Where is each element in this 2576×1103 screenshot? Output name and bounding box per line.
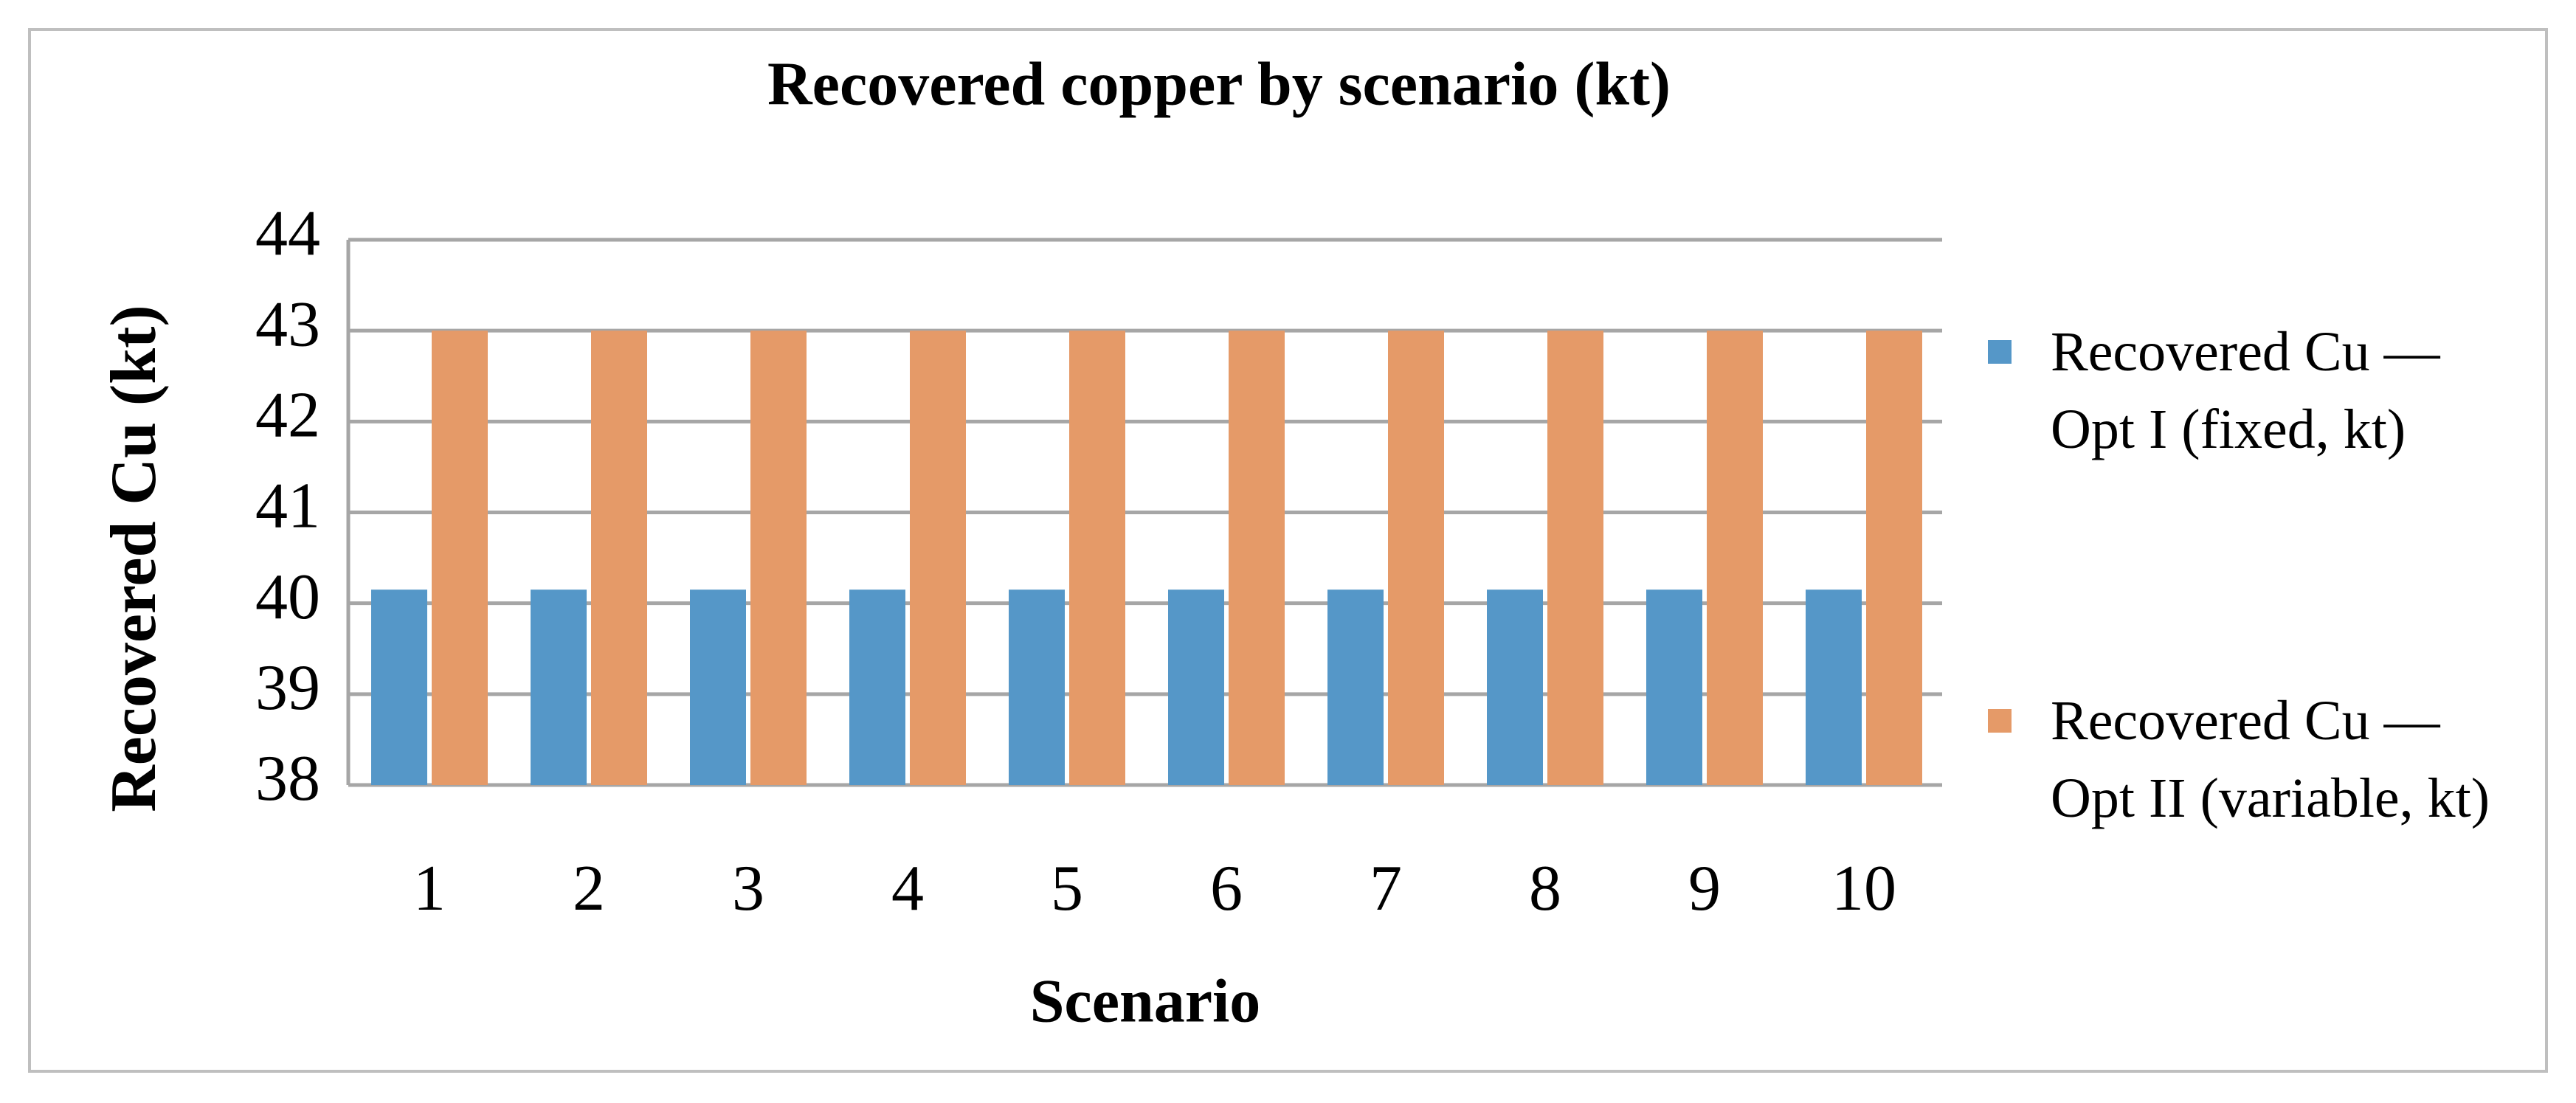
bar — [910, 331, 966, 786]
y-tick-label: 41 — [255, 471, 320, 542]
bar — [1866, 331, 1922, 786]
bar — [1707, 331, 1763, 786]
x-tick-label: 6 — [1210, 853, 1243, 924]
y-tick-label: 43 — [255, 288, 320, 360]
y-tick-label: 39 — [255, 652, 320, 724]
bar — [1487, 589, 1543, 785]
x-tick-label: 1 — [413, 853, 446, 924]
bar — [849, 589, 905, 785]
bar — [1646, 589, 1702, 785]
y-tick-label: 40 — [255, 561, 320, 633]
y-axis-label: Recovered Cu (kt) — [98, 305, 170, 812]
x-tick-label: 8 — [1529, 853, 1561, 924]
bar — [1806, 589, 1862, 785]
x-tick-label: 2 — [573, 853, 605, 924]
bar — [750, 331, 807, 786]
x-tick-label: 4 — [891, 853, 924, 924]
legend-swatch — [1988, 340, 2012, 364]
x-tick-label: 10 — [1831, 853, 1896, 924]
x-axis-label: Scenario — [1030, 967, 1261, 1035]
legend-label: Recovered Cu — Opt I (fixed, kt) — [2051, 321, 2440, 460]
x-tick-label: 3 — [732, 853, 764, 924]
bar — [1069, 331, 1125, 786]
y-tick-label: 42 — [255, 380, 320, 452]
bar — [1547, 331, 1603, 786]
bar — [1229, 331, 1285, 786]
bar — [591, 331, 647, 786]
legend-swatch — [1988, 709, 2012, 733]
bar — [1009, 589, 1065, 785]
bar — [690, 589, 746, 785]
x-tick-label: 7 — [1370, 853, 1402, 924]
x-tick-label: 9 — [1688, 853, 1721, 924]
bar — [1388, 331, 1444, 786]
bar — [371, 589, 427, 785]
chart-border — [28, 28, 2548, 1073]
y-tick-label: 44 — [255, 198, 320, 269]
legend-label: Recovered Cu — Opt II (variable, kt) — [2051, 690, 2490, 829]
x-tick-label: 5 — [1051, 853, 1083, 924]
y-tick-label: 38 — [255, 743, 320, 815]
bar — [1327, 589, 1384, 785]
bar — [432, 331, 488, 786]
bar — [1168, 589, 1224, 785]
bar — [531, 589, 587, 785]
chart-title: Recovered copper by scenario (kt) — [767, 49, 1671, 118]
